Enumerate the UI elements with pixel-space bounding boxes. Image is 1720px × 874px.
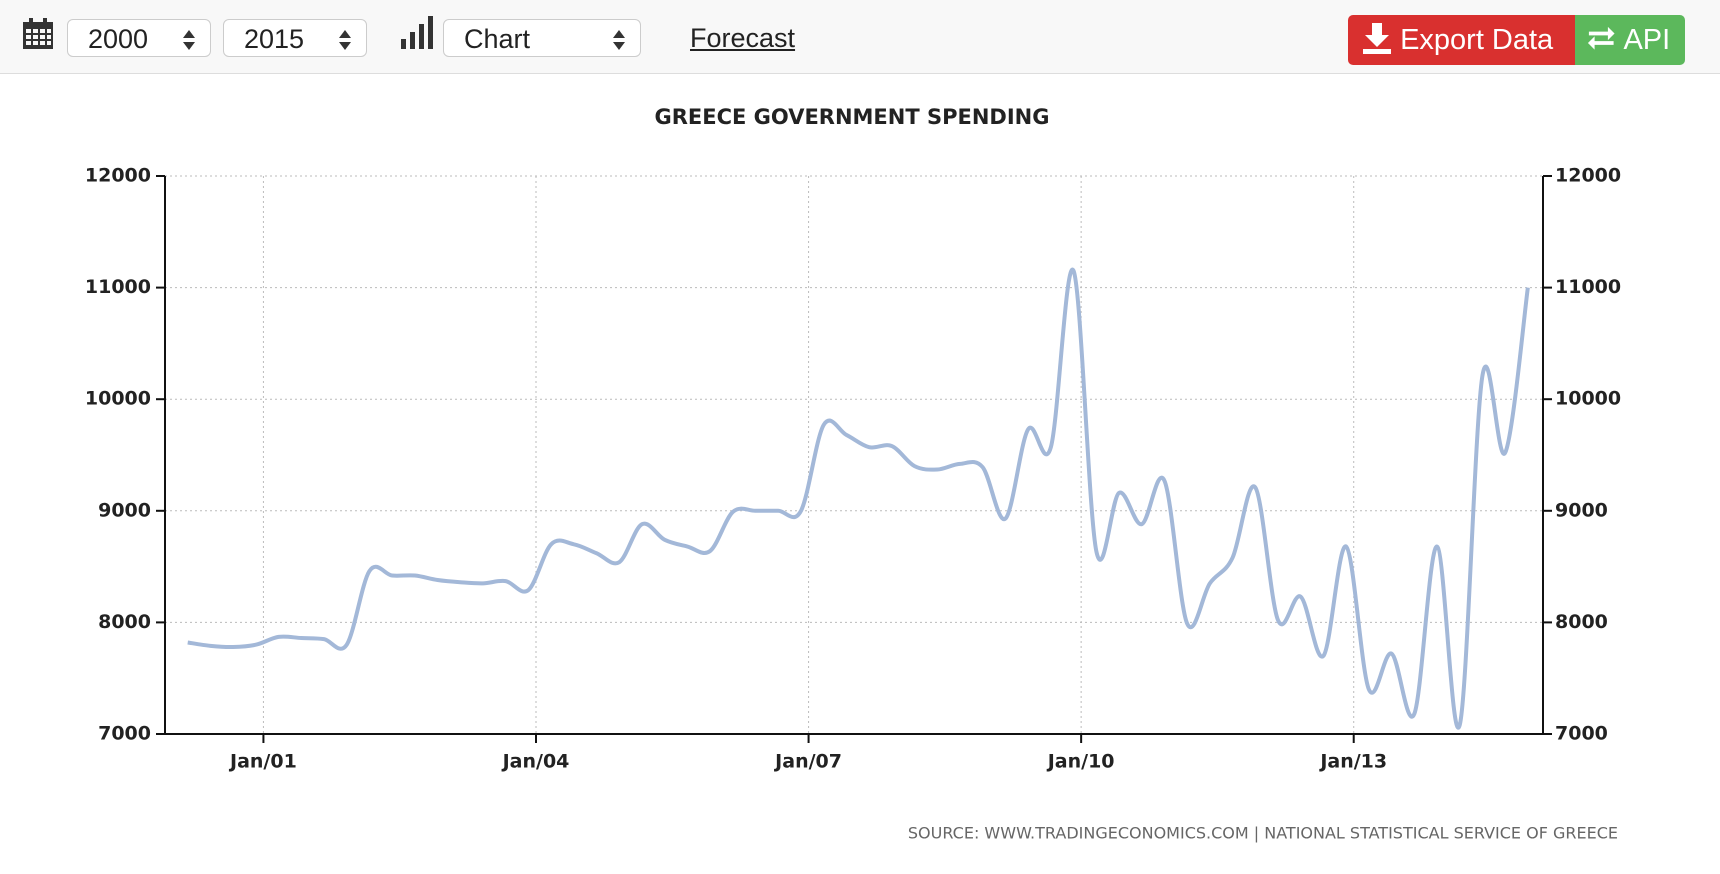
end-year-select[interactable]: 2015	[223, 19, 367, 57]
x-tick-label: Jan/07	[773, 751, 842, 773]
y-tick-label: 11000	[85, 276, 151, 298]
y2-tick-label: 8000	[1555, 611, 1608, 633]
toolbar: 2000 2015 Chart Forecast Export Data API	[0, 0, 1720, 74]
source-note: SOURCE: WWW.TRADINGECONOMICS.COM | NATIO…	[908, 824, 1618, 843]
exchange-icon	[1587, 26, 1615, 50]
api-label: API	[1623, 24, 1671, 56]
api-button[interactable]: API	[1575, 15, 1685, 65]
export-button[interactable]: Export Data	[1348, 15, 1575, 65]
x-tick-label: Jan/13	[1318, 751, 1387, 773]
y-tick-label: 7000	[98, 723, 151, 745]
y2-tick-label: 11000	[1555, 276, 1621, 298]
data-line	[187, 267, 1530, 730]
chart-title: GREECE GOVERNMENT SPENDING	[655, 105, 1050, 129]
x-tick-label: Jan/04	[501, 751, 570, 773]
calendar-icon[interactable]	[22, 18, 54, 50]
forecast-link[interactable]: Forecast	[690, 23, 796, 53]
download-icon	[1363, 23, 1391, 54]
chart-icon	[401, 16, 433, 49]
y-tick-label: 10000	[85, 388, 151, 410]
y2-tick-label: 10000	[1555, 388, 1621, 410]
y2-tick-label: 12000	[1555, 165, 1621, 187]
y2-tick-label: 7000	[1555, 723, 1608, 745]
export-label: Export Data	[1400, 24, 1554, 56]
view-select[interactable]: Chart	[443, 19, 641, 57]
start-year: 2000	[88, 24, 149, 54]
y2-tick-label: 9000	[1555, 499, 1608, 521]
start-year-select[interactable]: 2000	[67, 19, 211, 57]
view: Chart	[464, 24, 531, 54]
end-year: 2015	[244, 24, 305, 54]
y-tick-label: 12000	[85, 165, 151, 187]
x-tick-label: Jan/10	[1046, 751, 1115, 773]
y-tick-label: 9000	[98, 499, 151, 521]
y-tick-label: 8000	[98, 611, 151, 633]
x-tick-label: Jan/01	[228, 751, 297, 773]
